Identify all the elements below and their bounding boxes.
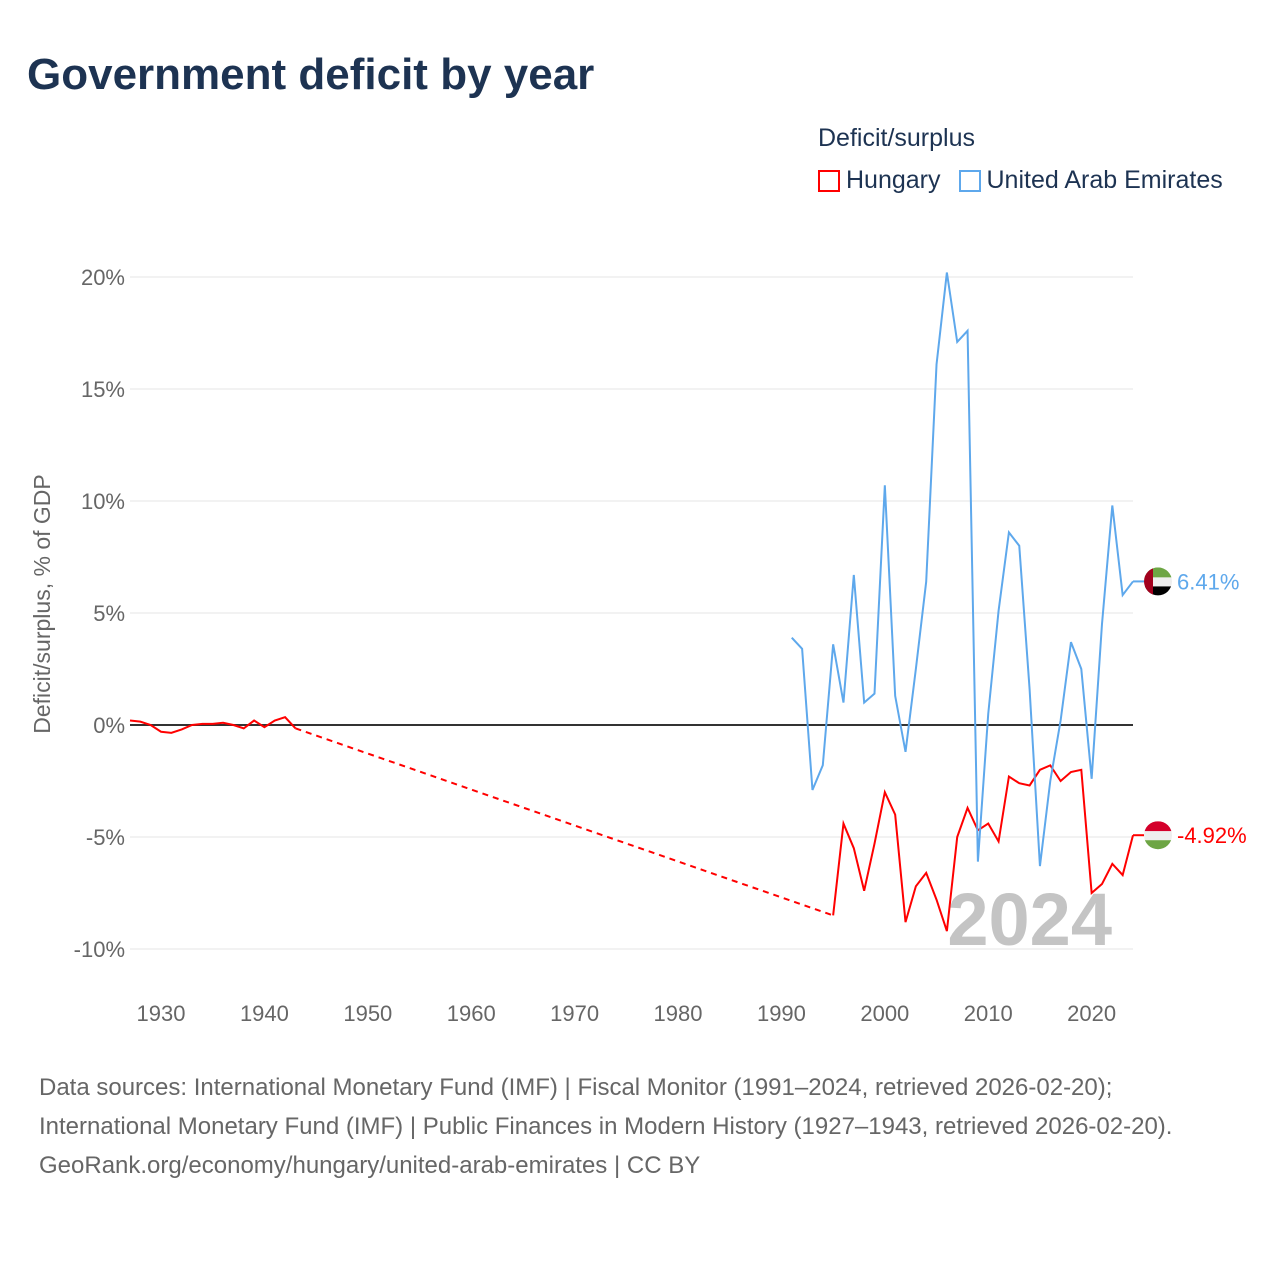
data-sources: Data sources: International Monetary Fun… xyxy=(39,1074,1173,1140)
x-tick-label: 1960 xyxy=(447,1001,496,1026)
y-tick-label: 15% xyxy=(81,377,125,402)
flag-body xyxy=(1144,567,1172,596)
y-axis-label: Deficit/surplus, % of GDP xyxy=(29,474,55,733)
flag-stripe xyxy=(1144,821,1172,832)
legend-swatch-uae xyxy=(958,169,981,192)
y-tick-label: 20% xyxy=(81,265,125,290)
series-line-hungary xyxy=(832,764,1134,932)
flag-stripe xyxy=(1144,831,1172,841)
y-tick-label: 5% xyxy=(93,601,125,626)
series-line-hungary xyxy=(129,716,297,734)
legend: Hungary United Arab Emirates xyxy=(818,166,1223,195)
y-tick-label: 0% xyxy=(93,713,125,738)
x-tick-label: 1940 xyxy=(240,1001,289,1026)
end-value-label: 6.41% xyxy=(1177,569,1239,594)
x-tick-label: 2010 xyxy=(964,1001,1013,1026)
legend-swatch-hungary xyxy=(818,169,840,192)
flag-stripe xyxy=(1144,567,1172,578)
year-watermark: 2024 xyxy=(947,878,1112,961)
x-tick-label: 1950 xyxy=(343,1001,392,1026)
page-title: Government deficit by year xyxy=(27,50,595,99)
end-value-label: -4.92% xyxy=(1177,823,1247,848)
legend-label: United Arab Emirates xyxy=(986,166,1223,194)
uae-flag-icon xyxy=(1144,567,1172,596)
x-tick-label: 1980 xyxy=(654,1001,703,1026)
x-tick-label: 1990 xyxy=(757,1001,806,1026)
y-tick-label: 10% xyxy=(81,489,125,514)
legend-label: Hungary xyxy=(846,166,941,194)
y-tick-label: -5% xyxy=(86,825,125,850)
legend-item-hungary[interactable]: Hungary xyxy=(818,166,941,195)
flag-stripe xyxy=(1144,586,1172,596)
plot-area: -10% -5% 0% 5% 10% 15% 20% 1930 1940 1950 1960 1970… xyxy=(29,265,1247,1026)
series-line-uae xyxy=(791,272,1134,867)
x-tick-label: 1930 xyxy=(137,1001,186,1026)
flag-stripe xyxy=(1144,567,1153,596)
y-tick-label: -10% xyxy=(74,937,125,962)
x-tick-label: 1970 xyxy=(550,1001,599,1026)
footer: Data sources: International Monetary Fun… xyxy=(39,1068,1249,1185)
x-tick-label: 2020 xyxy=(1067,1001,1116,1026)
credit-link[interactable]: GeoRank.org/economy/hungary/united-arab-… xyxy=(39,1152,701,1179)
series-gap-hungary xyxy=(295,727,834,917)
flag-body xyxy=(1144,821,1172,850)
flag-stripe xyxy=(1144,840,1172,850)
x-tick-label: 2000 xyxy=(860,1001,909,1026)
hungary-flag-icon xyxy=(1144,821,1172,850)
legend-title: Deficit/surplus xyxy=(818,124,975,152)
legend-item-uae[interactable]: United Arab Emirates xyxy=(958,166,1223,195)
flag-stripe xyxy=(1144,577,1172,587)
